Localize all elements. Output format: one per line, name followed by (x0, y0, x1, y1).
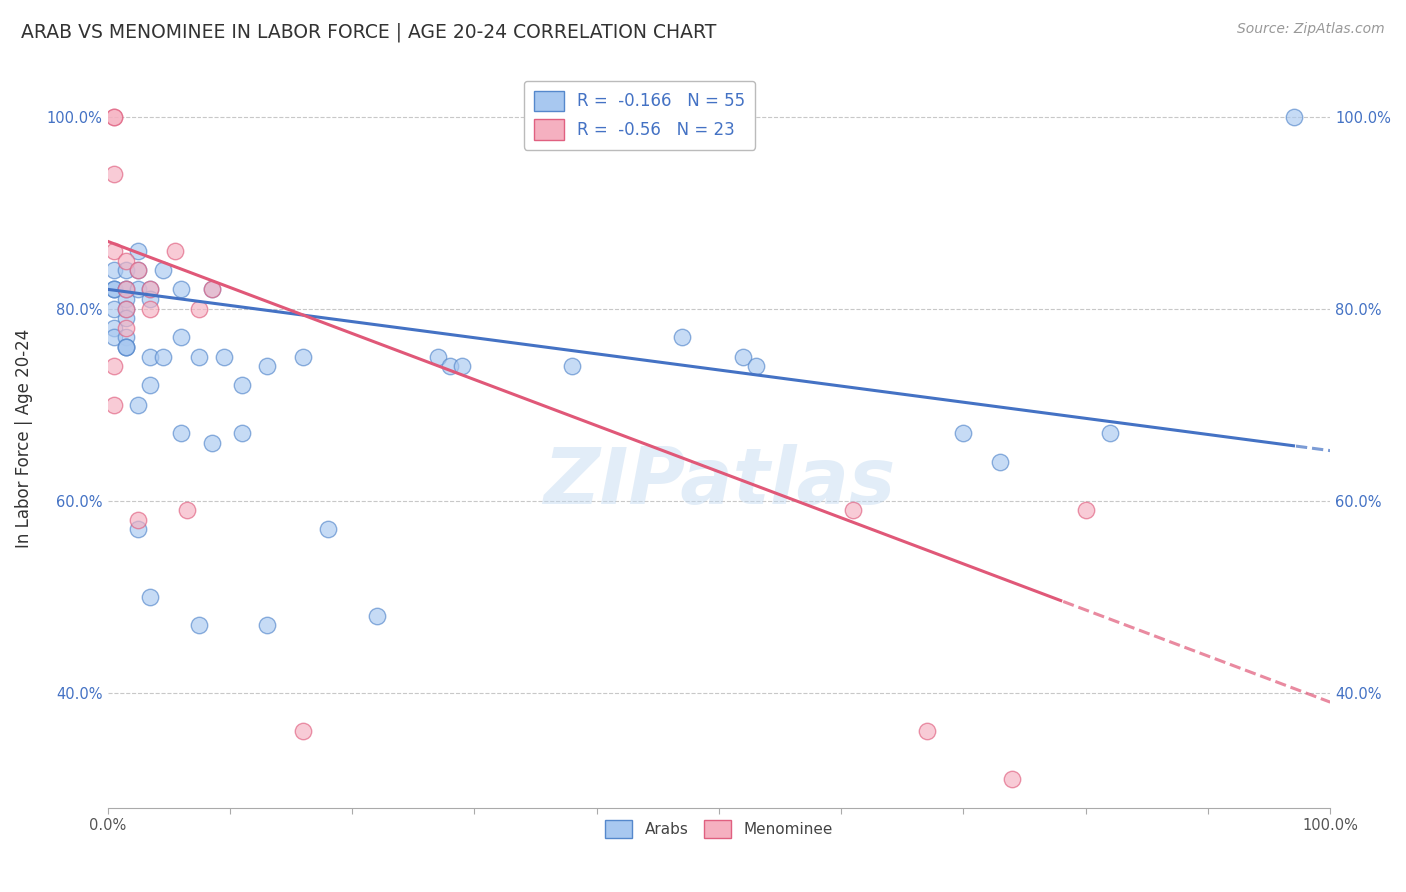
Point (103, 282, 125, 296)
Point (115, 330, 138, 344)
Point (103, 110, 125, 124)
Point (139, 590, 162, 604)
Point (176, 503, 198, 517)
Point (139, 282, 162, 296)
Point (103, 263, 125, 277)
Point (561, 359, 583, 373)
Point (139, 301, 162, 316)
Point (1099, 426, 1122, 441)
Point (115, 340, 138, 354)
Point (170, 282, 193, 296)
Point (1001, 772, 1024, 786)
Point (292, 350, 315, 364)
Point (744, 359, 766, 373)
Point (103, 244, 125, 258)
Point (115, 282, 138, 296)
Point (103, 330, 125, 344)
Point (915, 723, 938, 738)
Point (127, 398, 149, 412)
Point (127, 263, 149, 277)
Point (842, 503, 865, 517)
Point (103, 282, 125, 296)
Point (115, 340, 138, 354)
Point (139, 282, 162, 296)
Point (292, 723, 315, 738)
Point (103, 282, 125, 296)
Point (188, 301, 211, 316)
Text: ARAB VS MENOMINEE IN LABOR FORCE | AGE 20-24 CORRELATION CHART: ARAB VS MENOMINEE IN LABOR FORCE | AGE 2… (21, 22, 717, 42)
Point (127, 522, 149, 536)
Point (139, 350, 162, 364)
Point (316, 522, 339, 536)
Point (115, 253, 138, 268)
Point (671, 330, 693, 344)
Point (1074, 503, 1097, 517)
Point (127, 244, 149, 258)
Point (439, 359, 461, 373)
Point (952, 426, 974, 441)
Point (163, 244, 186, 258)
Y-axis label: In Labor Force | Age 20-24: In Labor Force | Age 20-24 (15, 328, 32, 548)
Text: Source: ZipAtlas.com: Source: ZipAtlas.com (1237, 22, 1385, 37)
Point (200, 436, 222, 450)
Point (103, 110, 125, 124)
Point (115, 311, 138, 326)
Point (103, 320, 125, 334)
Point (988, 455, 1011, 469)
Point (115, 282, 138, 296)
Point (188, 618, 211, 632)
Point (127, 282, 149, 296)
Point (139, 378, 162, 392)
Point (103, 398, 125, 412)
Point (152, 350, 174, 364)
Point (103, 301, 125, 316)
Point (733, 350, 755, 364)
Point (1282, 110, 1305, 124)
Point (170, 330, 193, 344)
Point (200, 282, 222, 296)
Point (115, 282, 138, 296)
Point (152, 263, 174, 277)
Point (256, 359, 278, 373)
Point (127, 513, 149, 527)
Point (115, 263, 138, 277)
Point (200, 282, 222, 296)
Point (451, 359, 474, 373)
Point (139, 292, 162, 306)
Point (231, 378, 253, 392)
Point (115, 292, 138, 306)
Point (256, 618, 278, 632)
Point (170, 426, 193, 441)
Point (115, 301, 138, 316)
Point (103, 167, 125, 181)
Point (127, 263, 149, 277)
Point (115, 301, 138, 316)
Point (231, 426, 253, 441)
Point (115, 340, 138, 354)
Legend: Arabs, Menominee: Arabs, Menominee (599, 814, 839, 845)
Point (115, 320, 138, 334)
Point (366, 608, 388, 623)
Point (426, 350, 449, 364)
Point (212, 350, 235, 364)
Point (188, 350, 211, 364)
Text: ZIPatlas: ZIPatlas (543, 444, 896, 521)
Point (103, 359, 125, 373)
